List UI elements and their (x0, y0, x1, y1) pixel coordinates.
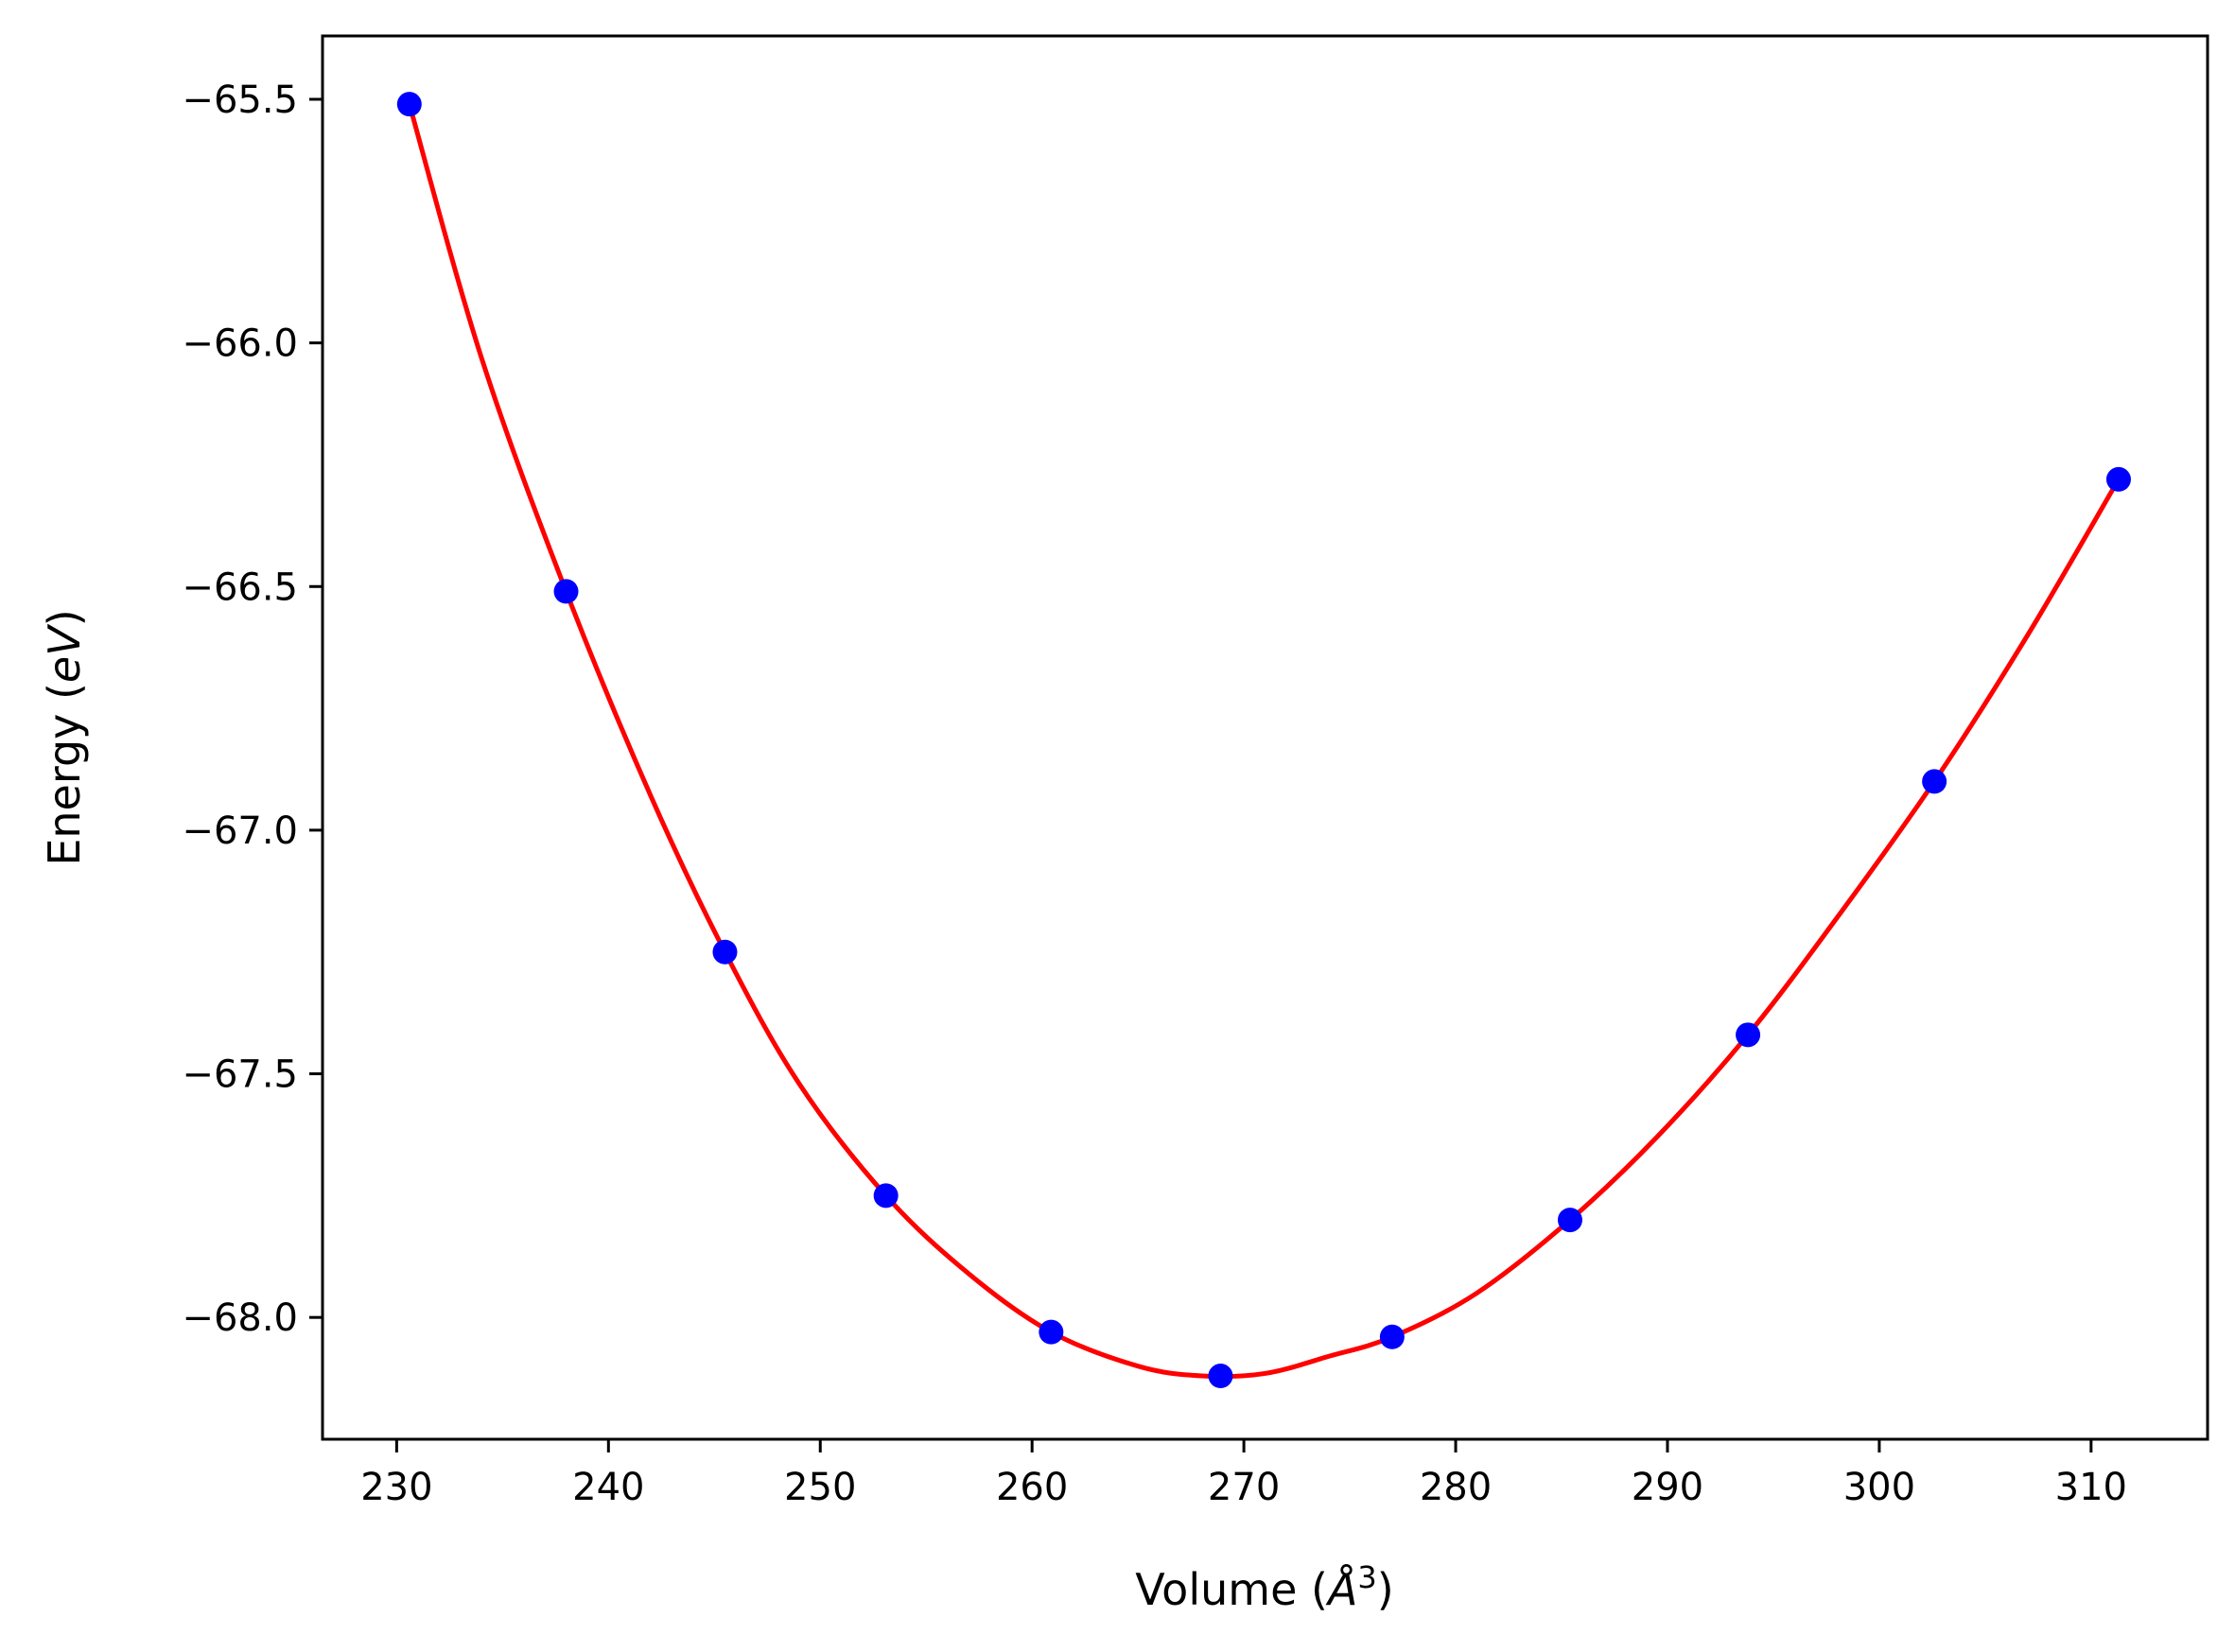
data-point (1039, 1319, 1064, 1345)
data-point (873, 1183, 899, 1209)
y-tick-label: −65.5 (182, 78, 298, 122)
x-tick-label: 280 (1420, 1466, 1492, 1509)
y-axis-ticks: −65.5 −66.0 −66.5 −67.0 −67.5 −68.0 (182, 78, 323, 1340)
x-tick-label: 270 (1208, 1466, 1280, 1509)
x-tick-label: 300 (1843, 1466, 1915, 1509)
y-tick-label: −68.0 (182, 1296, 298, 1340)
plot-area (323, 36, 2208, 1439)
data-point (712, 939, 738, 965)
fit-curve-line (407, 101, 2122, 1380)
data-point (2105, 466, 2131, 492)
y-axis-label: Energy (eV) (39, 609, 90, 865)
x-tick-label: 310 (2055, 1466, 2127, 1509)
fit-curve-layer (407, 101, 2122, 1380)
plot-frame (321, 34, 2209, 1441)
data-point (1379, 1324, 1405, 1349)
y-tick-label: −67.5 (182, 1053, 298, 1097)
x-tick-label: 290 (1632, 1466, 1703, 1509)
y-tick-label: −66.5 (182, 565, 298, 609)
x-tick-label: 250 (784, 1466, 856, 1509)
x-tick-label: 240 (572, 1466, 644, 1509)
y-tick-label: −66.0 (182, 322, 298, 366)
data-point (1922, 769, 1947, 794)
x-tick-label: 260 (996, 1466, 1068, 1509)
x-tick-label: 230 (360, 1466, 432, 1509)
x-axis-ticks: 230 240 250 260 270 280 290 300 310 (360, 1439, 2127, 1509)
data-point (396, 92, 422, 117)
data-point (1208, 1364, 1233, 1389)
data-point (553, 579, 579, 604)
data-point (1736, 1022, 1761, 1048)
data-point (1557, 1208, 1582, 1233)
y-tick-label: −67.0 (182, 809, 298, 853)
x-axis-label: Volume (Å3) (1135, 1559, 1393, 1615)
data-points-layer (396, 92, 2131, 1389)
